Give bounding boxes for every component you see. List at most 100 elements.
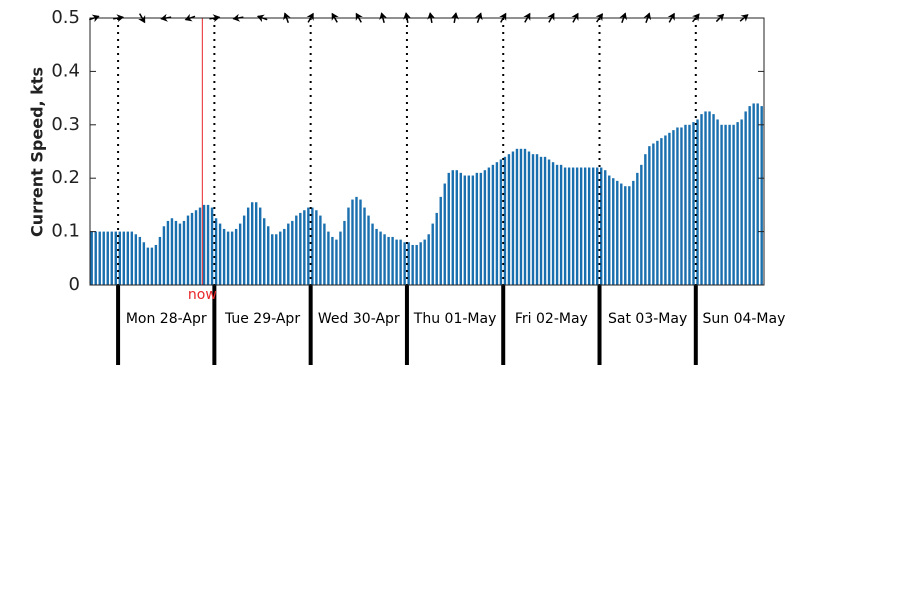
y-tick-label: 0.1 (51, 221, 80, 242)
y-tick-label: 0 (69, 274, 80, 295)
direction-arrow (739, 14, 749, 22)
bar (547, 159, 551, 285)
bar (218, 223, 222, 285)
arrow-head (184, 13, 193, 22)
bar (720, 124, 723, 285)
bar (150, 247, 154, 285)
direction-arrow (715, 13, 725, 23)
bar (680, 127, 683, 285)
bar (206, 204, 210, 285)
direction-arrow (355, 12, 363, 23)
bar (355, 196, 358, 285)
bar (222, 228, 226, 285)
bar (604, 170, 607, 285)
bar (624, 186, 627, 285)
bar (636, 172, 639, 285)
bar (652, 143, 655, 285)
direction-arrow (571, 12, 579, 23)
bar (628, 186, 631, 285)
bar (656, 140, 659, 285)
arrow-head (547, 12, 555, 21)
bar (267, 226, 270, 285)
bar (483, 170, 487, 285)
bar (571, 167, 575, 285)
bar (311, 207, 314, 285)
x-tick-label: Sat 03-May (608, 311, 687, 327)
bar (403, 242, 406, 285)
bar (479, 172, 483, 285)
arrow-head (379, 12, 387, 21)
bar (327, 231, 330, 285)
bar (158, 236, 162, 285)
direction-arrow (331, 12, 339, 23)
x-tick-label: Sun 04-May (702, 311, 785, 327)
bar (620, 183, 623, 285)
direction-arrow (138, 13, 146, 24)
direction-arrow (427, 12, 436, 24)
bar (435, 212, 438, 285)
bar (736, 122, 739, 285)
bar (315, 210, 318, 285)
bar (126, 231, 130, 285)
bar (170, 218, 174, 285)
bar (351, 199, 354, 285)
arrow-head (716, 13, 725, 22)
bar (608, 175, 611, 285)
bar (250, 202, 254, 285)
bar (724, 124, 727, 285)
bar (162, 226, 166, 285)
direction-arrow (113, 14, 124, 23)
bar (503, 156, 507, 285)
direction-arrow (256, 14, 268, 23)
bar (291, 220, 294, 285)
bar (688, 124, 691, 285)
arrow-head (331, 12, 339, 21)
bar (427, 234, 430, 285)
bar (295, 215, 298, 285)
bar (254, 202, 258, 285)
bar (491, 164, 495, 285)
bar (756, 103, 759, 285)
bar (519, 148, 523, 285)
arrow-head (667, 12, 675, 21)
arrow-head (499, 12, 507, 21)
x-tick-label: Tue 29-Apr (224, 311, 300, 327)
bar (700, 114, 703, 286)
bar (447, 172, 450, 285)
bar (644, 154, 647, 285)
direction-arrow (160, 13, 172, 22)
bar (708, 111, 711, 285)
direction-arrow (523, 12, 531, 23)
bar (579, 167, 583, 285)
bar (146, 247, 150, 285)
bar (335, 239, 338, 285)
bar (760, 106, 763, 285)
direction-arrow (499, 12, 507, 23)
x-tick-label: Thu 01-May (413, 311, 497, 327)
bar (210, 207, 214, 285)
bar (102, 231, 105, 285)
bar (423, 239, 426, 285)
bar (692, 122, 695, 285)
bar (640, 164, 643, 285)
bar (676, 127, 679, 285)
bar (98, 231, 101, 285)
bar (543, 156, 547, 285)
bar (234, 228, 238, 285)
arrow-head (138, 15, 146, 24)
arrow-head (306, 12, 314, 21)
bar (535, 154, 539, 285)
bar (323, 223, 326, 285)
direction-arrow (547, 12, 555, 23)
arrow-head (212, 14, 221, 23)
bar (455, 170, 458, 285)
y-tick-label: 0.2 (51, 167, 80, 188)
bar (583, 167, 587, 285)
bar (471, 175, 475, 285)
bar (527, 151, 531, 285)
bar (712, 114, 715, 286)
bar (696, 119, 699, 286)
bar (732, 124, 735, 285)
bar (371, 223, 374, 285)
bar (744, 111, 747, 285)
